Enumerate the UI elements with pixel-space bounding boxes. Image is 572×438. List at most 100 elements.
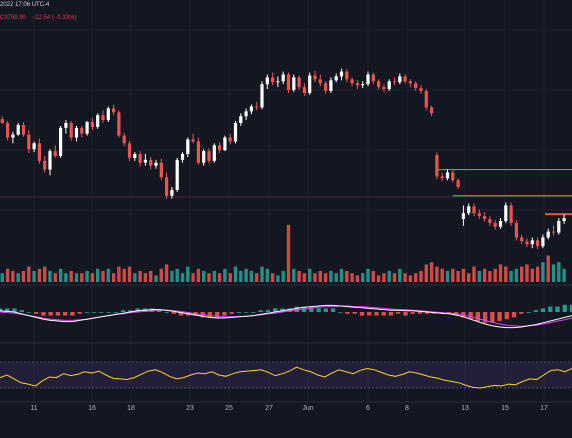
volume-bar — [5, 268, 10, 282]
macd-histogram-bar — [272, 308, 278, 312]
volume-bar — [557, 262, 561, 282]
macd-histogram-bar — [128, 310, 133, 312]
volume-bar — [541, 262, 545, 282]
volume-bar — [398, 268, 402, 282]
macd-histogram-bar — [236, 312, 242, 313]
candle-body — [403, 76, 407, 82]
candle-body — [339, 71, 344, 77]
volume-bar — [297, 271, 301, 282]
candle-body — [355, 83, 359, 86]
candle-body — [276, 81, 280, 83]
legend-datetime: 2022 17:06 UTC-4 — [0, 2, 50, 8]
price-marker — [545, 213, 572, 216]
volume-bar — [239, 271, 243, 282]
volume-bar — [53, 273, 57, 282]
candle-body — [175, 159, 179, 190]
candle-body — [308, 75, 312, 93]
volume-bar — [270, 273, 275, 282]
candle-body — [281, 74, 285, 82]
candle-body — [138, 154, 142, 163]
candle-body — [440, 176, 444, 179]
candle-body — [165, 177, 169, 196]
volume-bar — [509, 271, 513, 282]
volume-bar — [58, 268, 63, 282]
candle-body — [127, 143, 132, 158]
candle-body — [483, 216, 487, 220]
rsi-band — [0, 362, 572, 388]
candle-body — [186, 139, 190, 155]
volume-bar — [445, 271, 450, 282]
candle-body — [106, 108, 110, 121]
date-tick: 18 — [127, 405, 135, 412]
volume-bar — [154, 275, 158, 282]
volume-bar — [535, 266, 540, 282]
volume-bar — [223, 268, 227, 282]
macd-histogram-bar — [280, 308, 285, 312]
candle-body — [101, 115, 105, 121]
macd-histogram-bar — [265, 310, 271, 312]
candle-body — [96, 115, 100, 127]
volume-bar — [276, 275, 280, 282]
rsi-panel — [0, 361, 572, 389]
volume-bar — [498, 264, 503, 282]
candle-body — [424, 90, 428, 108]
candle-body — [562, 218, 566, 221]
volume-bar — [180, 273, 185, 282]
macd-histogram-bar — [77, 312, 82, 314]
macd-histogram-bar — [19, 310, 24, 312]
volume-bar — [101, 271, 105, 282]
candle-body — [11, 134, 15, 138]
volume-bar — [456, 271, 460, 282]
volume-bar — [313, 273, 317, 282]
macd-histogram-bar — [207, 312, 213, 318]
macd-histogram-bar — [417, 312, 423, 314]
macd-histogram-bar — [330, 308, 336, 312]
candle-body — [392, 81, 397, 83]
volume-bar — [323, 273, 328, 282]
volume-bar — [461, 268, 466, 282]
macd-histogram-bar — [323, 308, 329, 312]
macd-histogram-bar — [316, 308, 321, 312]
volume-bar — [482, 268, 487, 282]
date-tick: 23 — [186, 405, 194, 412]
candle-body — [504, 205, 508, 221]
candle-body — [488, 219, 492, 223]
candle-body — [414, 83, 418, 89]
candle-body — [286, 74, 291, 91]
candle-body — [541, 237, 545, 247]
candle-body — [180, 154, 185, 160]
volume-bar — [21, 271, 26, 282]
macd-histogram-bar — [468, 312, 473, 320]
volume-bar — [551, 264, 556, 282]
macd-histogram-bar — [309, 306, 314, 312]
macd-histogram-bar — [99, 312, 104, 313]
macd-histogram-bar — [345, 312, 350, 314]
candle-body — [467, 206, 471, 214]
volume-bar — [74, 273, 79, 282]
macd-histogram-bar — [374, 312, 379, 316]
volume-bar — [0, 273, 4, 282]
macd-histogram-bar — [251, 312, 256, 313]
date-tick: 13 — [461, 405, 469, 412]
candle-body — [6, 122, 10, 138]
candle-body — [112, 108, 116, 113]
volume-bar — [16, 273, 20, 282]
candle-body — [430, 107, 434, 114]
volume-bar — [493, 268, 497, 282]
volume-bar — [403, 273, 407, 282]
macd-histogram-bar — [540, 308, 546, 312]
candle-body — [149, 159, 153, 166]
candle-body — [477, 213, 481, 217]
candle-body — [382, 87, 386, 90]
volume-bar — [514, 268, 519, 282]
macd-histogram-bar — [178, 312, 184, 316]
volume-bar — [170, 271, 174, 282]
date-tick: 11 — [30, 405, 38, 412]
candle-body — [90, 122, 94, 127]
candle-body — [228, 137, 232, 142]
time-axis[interactable]: 11 16 18 23 25 27 Jun 6 8 13 15 17 — [0, 402, 572, 433]
volume-bar — [138, 271, 142, 282]
candle-body — [122, 135, 126, 144]
